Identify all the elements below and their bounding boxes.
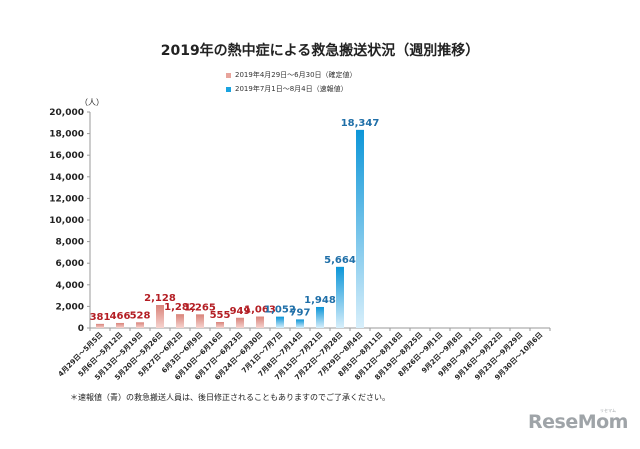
- data-label: 555: [210, 310, 231, 321]
- y-tick-label: 4,000: [56, 281, 84, 291]
- bar-preliminary: [316, 306, 324, 328]
- legend-label-preliminary: 2019年7月1日～8月4日（速報値）: [235, 85, 348, 93]
- legend-item-preliminary: 2019年7月1日～8月4日（速報値）: [226, 82, 357, 96]
- legend-item-confirmed: 2019年4月29日～6月30日（確定値）: [226, 68, 357, 82]
- bar-preliminary: [276, 316, 284, 328]
- y-tick-label: 6,000: [56, 259, 84, 269]
- y-tick-label: 16,000: [49, 151, 84, 161]
- legend-label-confirmed: 2019年4月29日～6月30日（確定値）: [235, 71, 357, 79]
- chart-legend: 2019年4月29日～6月30日（確定値） 2019年7月1日～8月4日（速報値…: [226, 68, 357, 96]
- bar-confirmed: [256, 316, 264, 328]
- y-tick-label: 0: [78, 324, 84, 334]
- legend-swatch-confirmed: [226, 72, 231, 78]
- data-label: 18,347: [341, 118, 380, 129]
- resemom-logo-kana: リセマム: [600, 408, 616, 413]
- bar-confirmed: [116, 322, 124, 328]
- bar-confirmed: [96, 323, 104, 328]
- data-label: 5,664: [324, 255, 356, 266]
- bar-preliminary: [356, 129, 364, 328]
- bar-confirmed: [236, 317, 244, 328]
- y-tick-label: 18,000: [49, 130, 84, 140]
- bar-confirmed: [176, 314, 184, 328]
- chart-title: 2019年の熱中症による救急搬送状況（週別推移）: [160, 43, 480, 59]
- bar-confirmed: [156, 305, 164, 328]
- y-axis-unit-label: （人）: [80, 98, 104, 107]
- data-label: 949: [230, 306, 251, 317]
- data-label: 1,948: [304, 295, 336, 306]
- data-label: 797: [290, 307, 311, 318]
- bar-confirmed: [216, 322, 224, 328]
- legend-swatch-preliminary: [226, 86, 231, 92]
- data-label: 1,052: [264, 305, 296, 316]
- data-label: 381: [90, 312, 111, 323]
- footnote: ＊速報値（青）の救急搬送人員は、後日修正されることもありますのでご了承ください。: [70, 393, 390, 402]
- data-label: 528: [130, 310, 151, 321]
- y-tick-label: 14,000: [49, 173, 84, 183]
- bar-preliminary: [336, 266, 344, 328]
- data-label: 1,063: [244, 305, 276, 316]
- y-tick-label: 20,000: [49, 108, 84, 118]
- bar-preliminary: [296, 319, 304, 328]
- data-label: 466: [110, 311, 131, 322]
- y-tick-label: 10,000: [49, 216, 84, 226]
- data-label: 2,128: [144, 293, 176, 304]
- bar-confirmed: [136, 322, 144, 328]
- data-label: 1,282: [164, 302, 196, 313]
- y-tick-label: 8,000: [56, 238, 84, 248]
- resemom-logo: ReseMom: [528, 411, 628, 433]
- data-label: 1,265: [184, 302, 216, 313]
- y-tick-label: 2,000: [56, 302, 84, 312]
- bar-confirmed: [196, 314, 204, 328]
- y-tick-label: 12,000: [49, 194, 84, 204]
